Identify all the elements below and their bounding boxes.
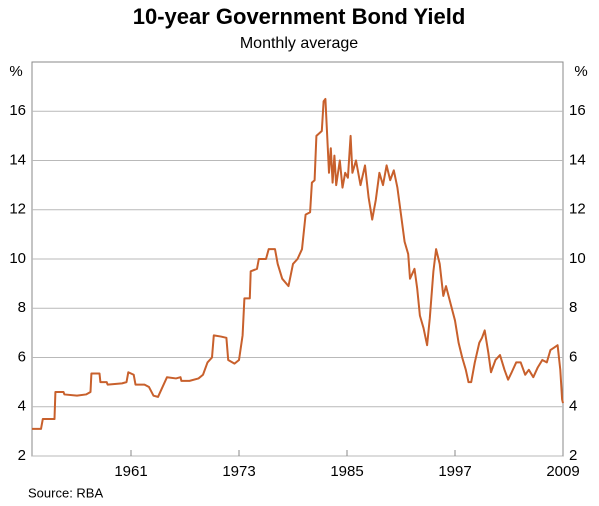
y-tick-label: 4: [18, 398, 26, 415]
y-tick-label: 8: [18, 299, 26, 316]
y2-tick-label: 6: [569, 348, 577, 365]
chart-subtitle: Monthly average: [240, 35, 358, 52]
y-tick-label: 10: [9, 250, 26, 267]
y2-tick-label: 4: [569, 398, 577, 415]
y-tick-label: 2: [18, 447, 26, 464]
x-tick-label: 1985: [330, 463, 363, 480]
chart-title: 10-year Government Bond Yield: [133, 4, 466, 29]
y2-tick-label: 8: [569, 299, 577, 316]
y2-axis-label: %: [574, 63, 587, 80]
y2-tick-label: 10: [569, 250, 586, 267]
y2-tick-label: 16: [569, 102, 586, 119]
y-tick-label: 12: [9, 201, 26, 218]
x-tick-label: 1961: [114, 463, 147, 480]
y2-tick-label: 2: [569, 447, 577, 464]
y-tick-label: 14: [9, 151, 26, 168]
x-tick-label: 1973: [222, 463, 255, 480]
y2-tick-label: 14: [569, 151, 586, 168]
source-note: Source: RBA: [28, 485, 103, 500]
y-tick-label: 16: [9, 102, 26, 119]
y-axis-label: %: [9, 63, 22, 80]
y2-tick-label: 12: [569, 201, 586, 218]
x-tick-label: 2009: [546, 463, 579, 480]
data-line: [32, 97, 564, 430]
x-tick-label: 1997: [438, 463, 471, 480]
y-tick-label: 6: [18, 348, 26, 365]
